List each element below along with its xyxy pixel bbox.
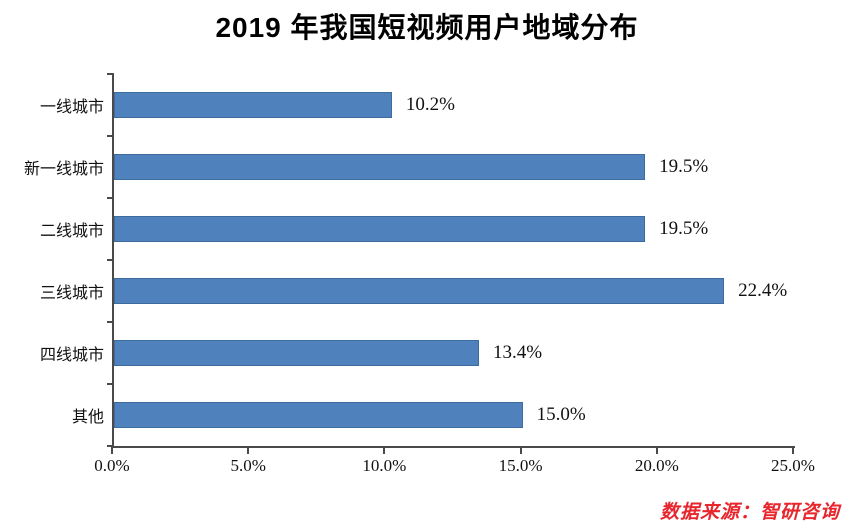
plot-area: 一线城市 10.2% 新一线城市 19.5% 二线城市 19.5% 三线城市 22.4% 四线城… <box>24 73 795 448</box>
category-label: 其他 <box>71 409 104 426</box>
bar <box>114 402 523 428</box>
chart-row-6: 其他 15.0% <box>72 384 795 446</box>
x-axis-tick-label: 10.0% <box>362 456 407 475</box>
y-axis-tick <box>107 135 114 137</box>
x-axis-ticks: 0.0% 5.0% 10.0% 15.0% 20.0% 25.0% <box>94 446 815 486</box>
value-label: 15.0% <box>536 404 586 425</box>
x-axis-tick <box>519 446 522 454</box>
x-axis-tick-label: 25.0% <box>771 456 815 475</box>
category-label: 三线城市 <box>39 285 104 302</box>
category-label: 二线城市 <box>39 223 104 240</box>
x-axis-tick-label: 15.0% <box>498 456 543 475</box>
x-axis-tick <box>383 446 386 454</box>
y-axis-tick <box>107 259 114 261</box>
y-axis-tick <box>107 321 114 323</box>
value-label: 19.5% <box>659 156 709 177</box>
data-source-note: 数据来源：智研咨询 <box>659 502 840 523</box>
chart-row-4: 三线城市 22.4% <box>40 260 795 322</box>
y-axis-tick <box>107 383 114 385</box>
bar <box>114 216 646 242</box>
bar <box>114 340 480 366</box>
value-label: 19.5% <box>659 218 709 239</box>
category-label: 一线城市 <box>39 99 104 116</box>
y-axis-tick <box>107 445 114 447</box>
chart-title: 2019 年我国短视频用户地域分布 <box>215 12 639 43</box>
chart-row-5: 四线城市 13.4% <box>40 322 795 384</box>
x-axis-tick <box>792 446 794 454</box>
x-axis-tick-label: 0.0% <box>94 456 130 475</box>
y-axis-tick <box>107 73 114 75</box>
x-axis-tick <box>247 446 250 454</box>
chart-row-1: 一线城市 10.2% <box>40 74 795 136</box>
value-label: 13.4% <box>493 342 543 363</box>
chart-row-3: 二线城市 19.5% <box>40 198 795 260</box>
bar <box>114 92 392 118</box>
x-axis-tick-label: 20.0% <box>634 456 679 475</box>
category-label: 新一线城市 <box>23 161 104 178</box>
x-axis-tick-label: 5.0% <box>230 456 266 475</box>
bar-rows: 一线城市 10.2% 新一线城市 19.5% 二线城市 19.5% 三线城市 22.4% 四线城… <box>24 74 795 446</box>
x-axis-tick <box>655 446 658 454</box>
x-axis-tick <box>111 446 113 454</box>
chart-row-2: 新一线城市 19.5% <box>24 136 795 198</box>
y-axis-tick <box>107 197 114 199</box>
value-label: 22.4% <box>738 280 788 301</box>
bar <box>114 278 725 304</box>
bar <box>114 154 646 180</box>
value-label: 10.2% <box>405 94 455 115</box>
category-label: 四线城市 <box>39 347 104 364</box>
